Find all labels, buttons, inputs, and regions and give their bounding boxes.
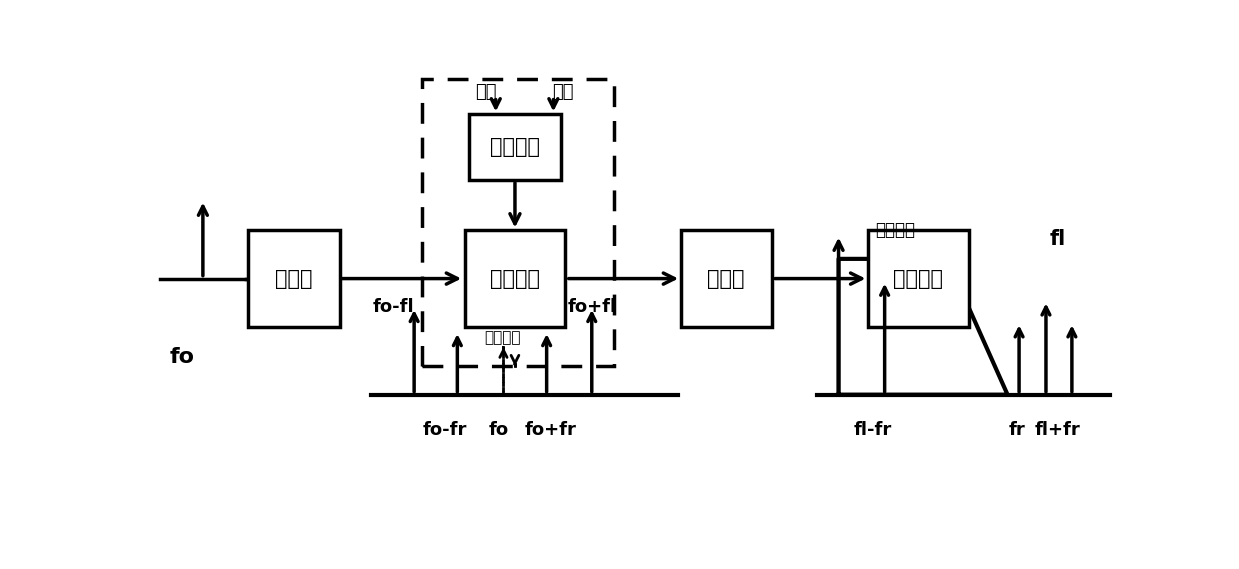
- Text: fo: fo: [170, 348, 195, 368]
- Bar: [867, 230, 969, 327]
- Text: 光电转换: 光电转换: [893, 269, 943, 288]
- Bar: [249, 230, 339, 327]
- Text: fl+fr: fl+fr: [1035, 420, 1080, 439]
- Text: 载波抑制: 载波抑制: [484, 330, 520, 345]
- Text: 激光源: 激光源: [275, 269, 313, 288]
- Bar: [680, 230, 772, 327]
- Bar: [421, 79, 613, 366]
- Text: fl-fr: fl-fr: [854, 420, 892, 439]
- Text: fl: fl: [1049, 229, 1066, 249]
- Text: fo-fr: fo-fr: [422, 420, 467, 439]
- Text: fo-fl: fo-fl: [372, 298, 414, 316]
- Text: fo: fo: [488, 420, 509, 439]
- Text: 电光转换: 电光转换: [489, 269, 540, 288]
- Text: fo+fl: fo+fl: [567, 298, 616, 316]
- Text: fo+fr: fo+fr: [524, 420, 576, 439]
- Bar: [470, 114, 560, 180]
- Bar: [465, 230, 565, 327]
- Text: 射频: 射频: [476, 84, 497, 101]
- Text: fr: fr: [1009, 420, 1026, 439]
- Text: 响应曲线: 响应曲线: [875, 221, 916, 240]
- Text: 光交换: 光交换: [707, 269, 745, 288]
- Text: 本振: 本振: [553, 84, 574, 101]
- Text: 功率合成: 功率合成: [489, 137, 540, 157]
